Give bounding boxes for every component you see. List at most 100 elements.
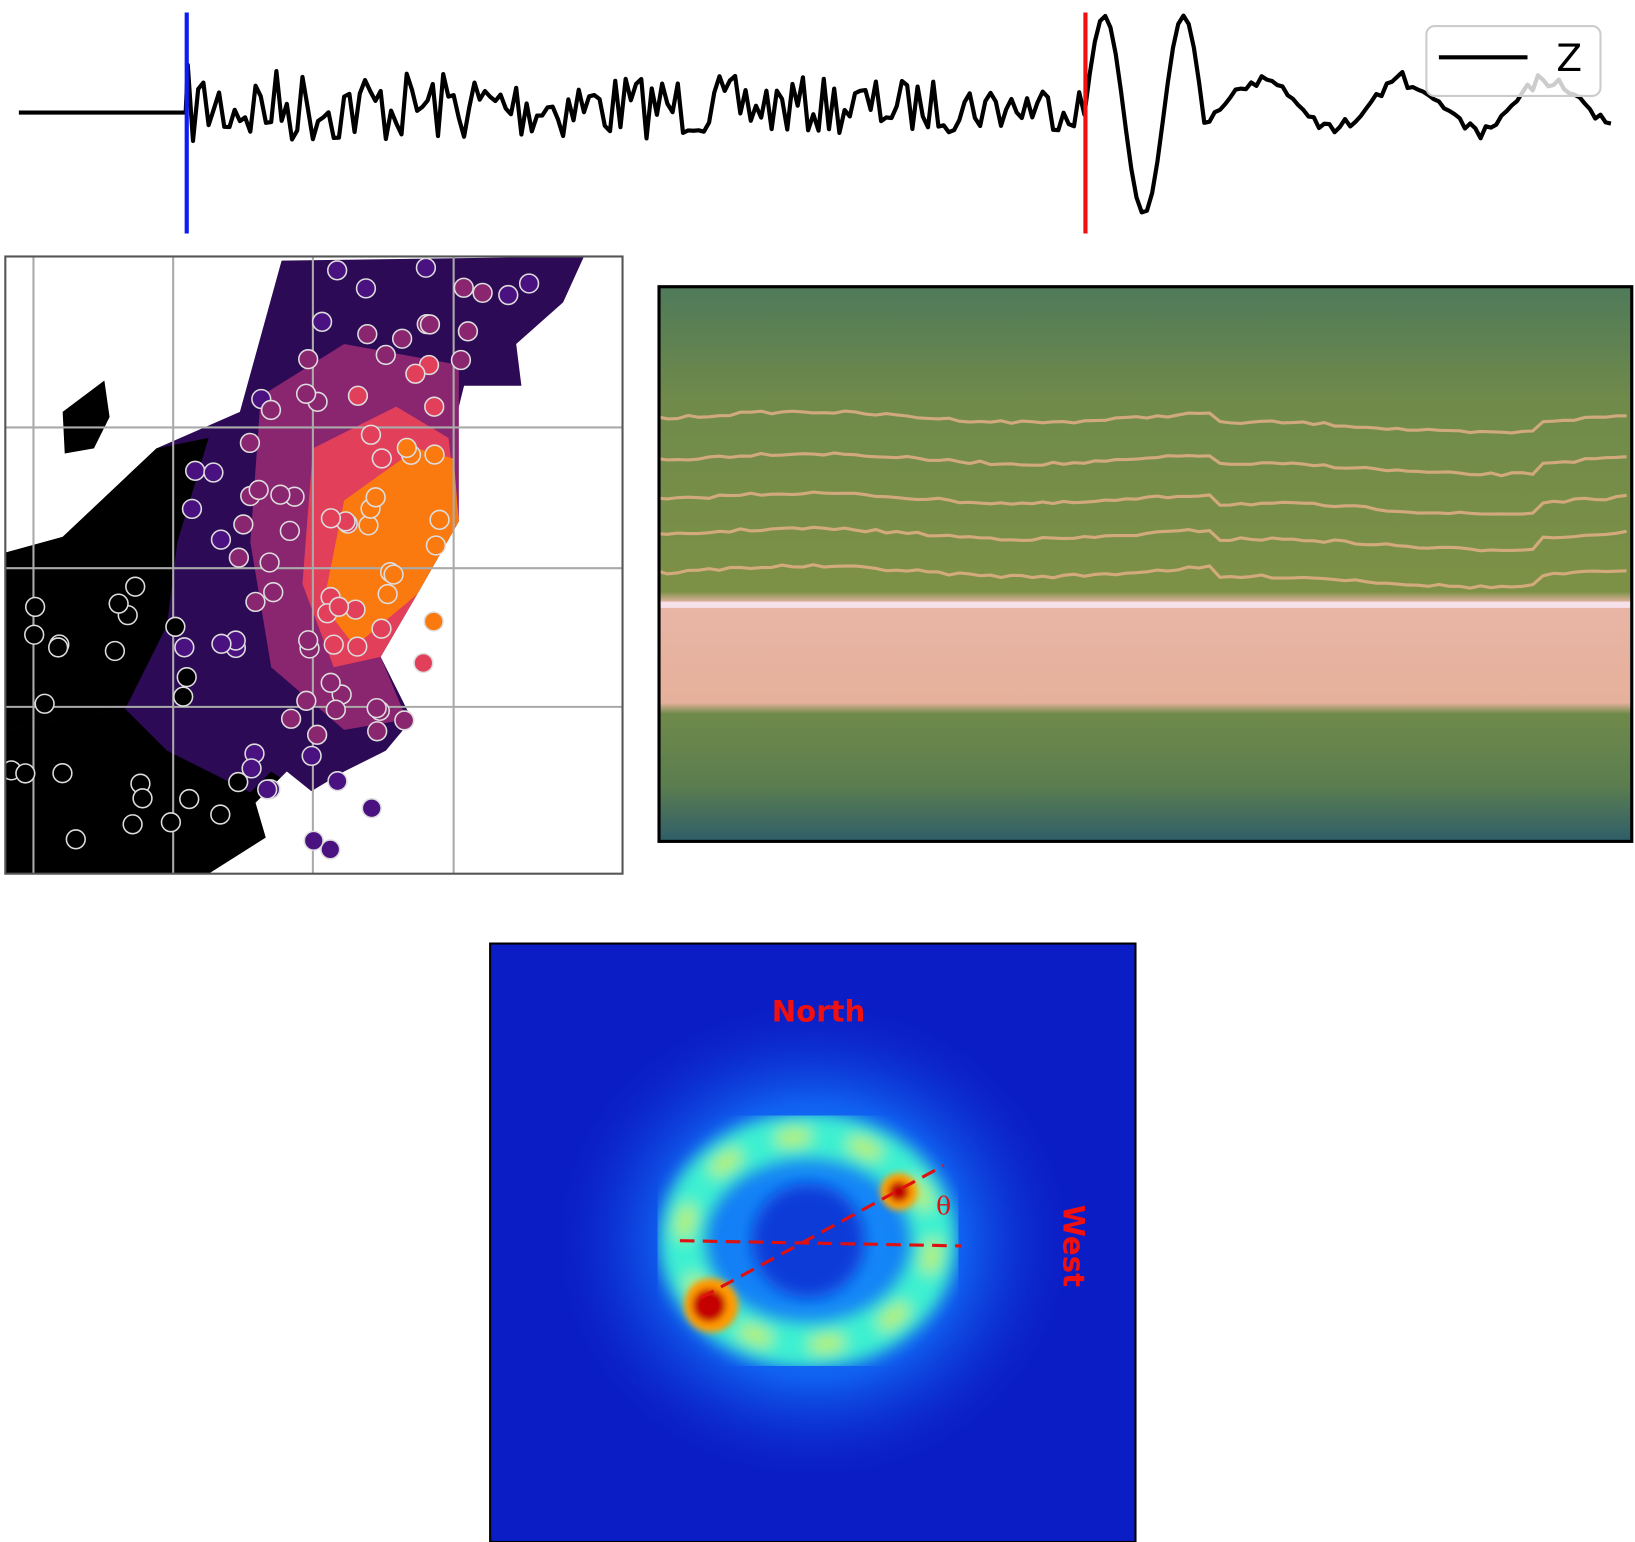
spectral-line [658, 490, 1627, 516]
station [327, 771, 348, 792]
station [203, 462, 224, 483]
station [320, 508, 342, 529]
station [181, 498, 203, 520]
station [457, 321, 479, 342]
station [179, 788, 200, 810]
station [405, 363, 426, 384]
spectral-line [658, 409, 1627, 435]
station [383, 564, 404, 585]
west-label: West [1057, 1205, 1091, 1287]
station [413, 652, 434, 674]
station [48, 637, 69, 658]
station [472, 282, 493, 304]
station [328, 596, 350, 617]
station [306, 724, 328, 745]
station [257, 779, 278, 800]
waveform-panel [18, 13, 1612, 215]
station [65, 829, 86, 850]
station [104, 640, 126, 662]
station [391, 328, 413, 349]
station [424, 444, 445, 465]
station [423, 611, 444, 632]
station [371, 448, 392, 469]
station [355, 278, 377, 299]
spectral-line [658, 563, 1627, 590]
station [245, 591, 266, 613]
station [280, 708, 302, 729]
station [375, 344, 396, 366]
station [357, 323, 378, 345]
station [296, 690, 317, 711]
station [311, 311, 333, 333]
spectral-line [658, 451, 1627, 478]
station [34, 693, 55, 714]
station [165, 616, 186, 637]
station [424, 396, 445, 417]
station [345, 599, 366, 620]
station [233, 514, 254, 535]
station [323, 634, 344, 655]
north-label: North [772, 995, 866, 1029]
stations [5, 257, 540, 860]
map-frame [4, 255, 624, 875]
station [298, 630, 319, 651]
station [425, 535, 447, 556]
station [518, 273, 540, 294]
waveform-trace [18, 13, 1612, 215]
station [173, 686, 194, 707]
station [241, 758, 262, 779]
station [122, 814, 143, 835]
reference-line [679, 1239, 962, 1248]
station [325, 699, 346, 720]
station [347, 636, 368, 657]
station [174, 637, 195, 658]
station [160, 812, 182, 833]
station [419, 314, 441, 335]
station [279, 520, 301, 542]
station [125, 576, 146, 597]
station [415, 257, 437, 278]
station [367, 721, 388, 742]
station [270, 484, 291, 505]
heatmap-peaks [684, 1172, 918, 1333]
station [301, 745, 322, 767]
station [429, 509, 450, 531]
station [248, 479, 269, 501]
station [24, 596, 46, 618]
spectral-line [658, 525, 1627, 553]
map-panel [5, 256, 623, 874]
spectrogram-lines [658, 409, 1627, 590]
station [396, 437, 417, 459]
station [295, 383, 317, 404]
station [210, 529, 232, 550]
station [185, 460, 206, 482]
direction-line [699, 1164, 945, 1300]
station [453, 277, 474, 298]
station [377, 583, 398, 605]
station [228, 547, 250, 568]
station [303, 830, 324, 851]
station [498, 284, 519, 306]
station [365, 487, 386, 508]
map-zone-4 [323, 448, 459, 647]
station [211, 633, 232, 654]
legend-box [1425, 25, 1602, 97]
station [263, 582, 284, 603]
station [108, 593, 129, 614]
station [320, 672, 341, 693]
station [394, 710, 415, 731]
station [371, 618, 392, 639]
station [132, 788, 153, 809]
heatmap-panel: North θ West [490, 943, 1136, 1542]
station [210, 804, 231, 825]
station [239, 432, 261, 454]
station [298, 349, 319, 370]
station [52, 763, 73, 784]
station [320, 839, 341, 860]
spectrogram-frame [657, 285, 1634, 843]
station [327, 260, 348, 281]
legend-label: Z [1556, 36, 1582, 80]
map-island [62, 380, 110, 454]
